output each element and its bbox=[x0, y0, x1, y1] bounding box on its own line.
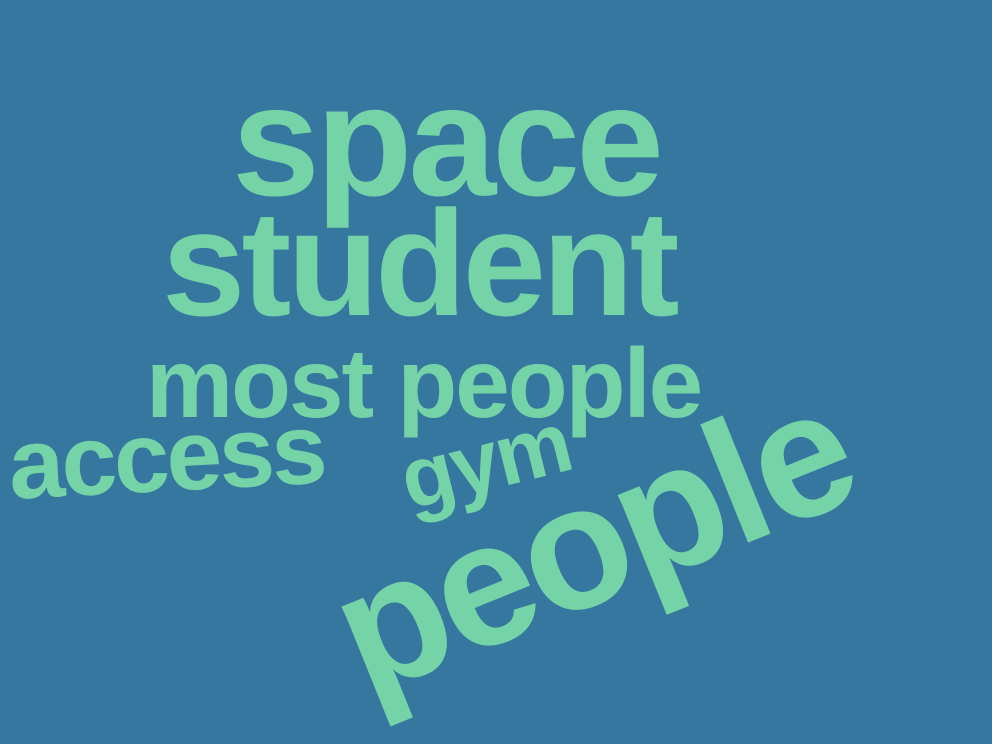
word-access: access bbox=[5, 392, 327, 521]
word-student: student bbox=[162, 179, 680, 347]
word-space: space bbox=[232, 53, 664, 229]
word-most-people: most people bbox=[146, 328, 703, 438]
